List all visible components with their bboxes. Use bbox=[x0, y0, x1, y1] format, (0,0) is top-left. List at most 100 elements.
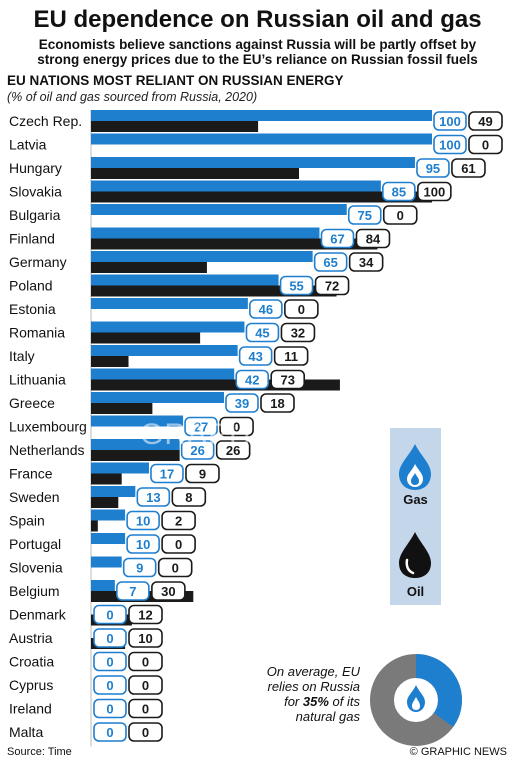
oil-bar-poland bbox=[91, 285, 337, 297]
gas-bar-slovakia bbox=[91, 180, 381, 192]
gas-value-label-latvia: 100 bbox=[439, 138, 461, 153]
oil-bar-czech-rep bbox=[91, 121, 259, 132]
oil-bar-greece bbox=[91, 403, 153, 414]
gas-label-box-italy bbox=[238, 346, 273, 366]
category-label-greece: Greece bbox=[9, 395, 55, 411]
average-line-1: On average, EU bbox=[266, 664, 360, 679]
gas-bar-romania bbox=[91, 321, 245, 333]
gas-label-box-france bbox=[150, 463, 184, 484]
category-label-croatia: Croatia bbox=[9, 654, 54, 670]
oil-value-label-austria: 10 bbox=[138, 631, 152, 646]
category-label-sweden: Sweden bbox=[9, 489, 60, 505]
gas-bar-sweden bbox=[91, 486, 136, 497]
gas-value-label-ireland: 0 bbox=[106, 702, 113, 717]
gas-value-label-czech-rep: 100 bbox=[439, 114, 461, 129]
oil-value-label-luxembourg: 0 bbox=[233, 420, 240, 435]
category-label-austria: Austria bbox=[9, 630, 53, 646]
oil-label-box-finland bbox=[355, 228, 391, 249]
oil-label-box-sweden bbox=[171, 487, 207, 507]
gas-label-box-hungary bbox=[416, 158, 450, 178]
gas-bar-hungary bbox=[91, 157, 415, 168]
gas-label-box-lithuania bbox=[235, 369, 270, 390]
oil-value-label-spain: 2 bbox=[175, 514, 182, 529]
gas-label-box-austria bbox=[93, 628, 127, 648]
average-note: On average, EU relies on Russia for 35% … bbox=[244, 664, 360, 724]
gas-label-box-sweden bbox=[136, 487, 171, 507]
category-label-malta: Malta bbox=[9, 724, 43, 740]
gas-value-label-finland: 67 bbox=[330, 232, 344, 247]
gas-bar-belgium bbox=[91, 580, 115, 591]
gas-value-label-romania: 45 bbox=[255, 326, 269, 341]
oil-bar-netherlands bbox=[91, 450, 180, 461]
category-label-spain: Spain bbox=[9, 513, 45, 529]
category-label-romania: Romania bbox=[9, 325, 65, 341]
oil-value-label-slovakia: 100 bbox=[423, 185, 445, 200]
oil-label-box-belgium bbox=[151, 581, 186, 601]
subtitle: Economists believe sanctions against Rus… bbox=[10, 37, 505, 67]
oil-label-box-spain bbox=[161, 510, 196, 531]
oil-bar-lithuania bbox=[91, 379, 340, 391]
category-label-hungary: Hungary bbox=[9, 160, 62, 176]
gas-bar-italy bbox=[91, 345, 238, 356]
oil-label-box-poland bbox=[314, 275, 350, 296]
oil-value-label-estonia: 0 bbox=[298, 302, 305, 317]
donut-share bbox=[415, 654, 462, 728]
gas-label-box-latvia bbox=[433, 134, 467, 155]
flame-drop-icon bbox=[399, 444, 431, 490]
oil-label-box-hungary bbox=[451, 158, 486, 178]
category-label-portugal: Portugal bbox=[9, 536, 61, 552]
gas-label-box-ireland bbox=[93, 698, 127, 719]
oil-label-box-latvia bbox=[468, 134, 503, 155]
oil-drop-icon bbox=[399, 532, 431, 578]
oil-bar-spain bbox=[91, 520, 98, 532]
category-label-lithuania: Lithuania bbox=[9, 372, 66, 388]
gas-bar-czech-rep bbox=[91, 110, 432, 121]
oil-value-label-portugal: 0 bbox=[175, 537, 182, 552]
gas-label-box-greece bbox=[225, 393, 259, 413]
category-label-ireland: Ireland bbox=[9, 701, 52, 717]
gas-label-box-slovenia bbox=[122, 557, 157, 578]
gas-bar-lithuania bbox=[91, 368, 235, 380]
gas-label-box-cyprus bbox=[93, 675, 127, 695]
subtitle-line-2: strong energy prices due to the EU’s rel… bbox=[37, 52, 478, 67]
oil-bar-france bbox=[91, 473, 122, 485]
category-label-france: France bbox=[9, 466, 53, 482]
gas-value-label-sweden: 13 bbox=[146, 490, 160, 505]
category-label-slovakia: Slovakia bbox=[9, 184, 62, 200]
oil-bar-slovakia bbox=[91, 191, 432, 203]
category-label-latvia: Latvia bbox=[9, 137, 47, 153]
oil-bar-sweden bbox=[91, 497, 119, 508]
oil-label-box-romania bbox=[280, 322, 316, 343]
chart-note: (% of oil and gas sourced from Russia, 2… bbox=[7, 90, 258, 104]
gas-label-box-spain bbox=[126, 510, 160, 531]
oil-value-label-bulgaria: 0 bbox=[397, 208, 404, 223]
gas-label-box-poland bbox=[279, 275, 314, 296]
oil-label-box-cyprus bbox=[128, 675, 163, 695]
gas-bar-finland bbox=[91, 227, 320, 239]
oil-value-label-netherlands: 26 bbox=[226, 443, 240, 458]
gas-value-label-slovenia: 9 bbox=[136, 561, 143, 576]
oil-bar-finland bbox=[91, 238, 378, 250]
gas-label-box-malta bbox=[93, 722, 127, 742]
donut-flame-icon bbox=[407, 685, 425, 712]
gas-value-label-spain: 10 bbox=[136, 514, 150, 529]
oil-value-label-romania: 32 bbox=[291, 326, 305, 341]
gas-bar-greece bbox=[91, 392, 224, 403]
oil-value-label-denmark: 12 bbox=[138, 608, 152, 623]
oil-value-label-latvia: 0 bbox=[482, 138, 489, 153]
gas-value-label-germany: 65 bbox=[323, 255, 337, 270]
gas-bar-portugal bbox=[91, 533, 126, 544]
gas-value-label-estonia: 46 bbox=[259, 302, 273, 317]
oil-value-label-malta: 0 bbox=[142, 725, 149, 740]
oil-label-box-slovakia bbox=[417, 181, 452, 202]
oil-value-label-germany: 34 bbox=[359, 255, 374, 270]
oil-label-box-austria bbox=[128, 628, 163, 648]
gas-label-box-estonia bbox=[249, 299, 283, 319]
gas-bar-poland bbox=[91, 274, 279, 286]
oil-value-label-poland: 72 bbox=[325, 279, 339, 294]
oil-bar-romania bbox=[91, 332, 201, 344]
category-label-denmark: Denmark bbox=[9, 607, 67, 623]
gas-value-label-poland: 55 bbox=[289, 279, 303, 294]
legend-gas-label: Gas bbox=[403, 492, 428, 507]
